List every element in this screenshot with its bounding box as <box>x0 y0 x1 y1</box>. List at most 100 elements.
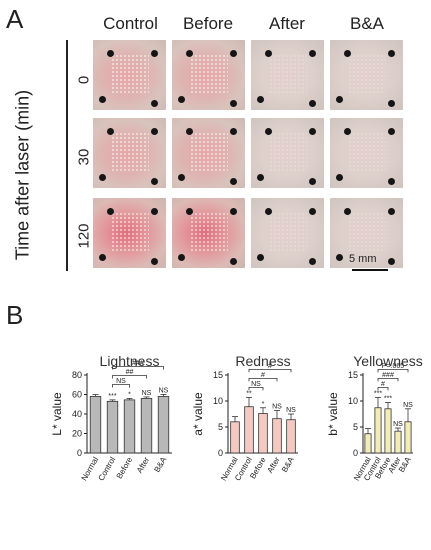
y-axis-label: a* value <box>191 392 205 436</box>
marker-dot <box>99 254 106 261</box>
marker-dot <box>186 208 193 215</box>
comparison-bracket <box>112 384 130 388</box>
significance-mark: NS <box>272 403 282 410</box>
marker-dot <box>388 100 395 107</box>
y-axis-label: L* value <box>50 392 64 436</box>
marker-dot <box>151 178 158 185</box>
comparison-bracket <box>112 375 147 379</box>
scale-bar: 5 mm <box>349 253 397 273</box>
marker-dot <box>186 50 193 57</box>
skin-photo <box>251 198 324 268</box>
x-tick-label: After <box>386 455 402 474</box>
marker-dot <box>344 128 351 135</box>
significance-mark: NS <box>159 388 169 395</box>
bar <box>286 419 296 454</box>
marker-dot <box>151 100 158 107</box>
skin-photo <box>251 40 324 110</box>
column-header-ba: B&A <box>349 14 385 33</box>
significance-mark: *** <box>108 393 116 400</box>
y-tick-label: 60 <box>72 390 82 400</box>
bar <box>230 421 240 454</box>
marker-dot <box>336 174 343 181</box>
marker-dot <box>309 50 316 57</box>
column-header-after: After <box>269 14 305 33</box>
comparison-bracket <box>112 366 164 370</box>
marker-dot <box>230 178 237 185</box>
marker-dot <box>178 96 185 103</box>
bar <box>394 430 402 454</box>
marker-dot <box>257 96 264 103</box>
comparison-bracket <box>248 368 292 373</box>
bracket-label: ### <box>132 360 144 367</box>
y-tick-label: 0 <box>77 448 82 458</box>
column-header-before: Before <box>182 14 234 33</box>
significance-mark: NS <box>142 390 152 397</box>
marker-dot <box>388 128 395 135</box>
significance-mark: *** <box>384 396 392 403</box>
marker-dot <box>265 128 272 135</box>
bar <box>106 400 119 454</box>
marker-dot <box>309 128 316 135</box>
marker-dot <box>388 50 395 57</box>
marker-dot <box>265 50 272 57</box>
row-label-120: 120 <box>75 223 93 249</box>
y-axis-title: Time after laser (min) <box>12 89 33 261</box>
significance-mark: * <box>262 401 265 408</box>
marker-dot <box>186 128 193 135</box>
bracket-label: NS <box>251 381 261 388</box>
marker-dot <box>344 208 351 215</box>
x-tick-label: B&A <box>397 455 413 474</box>
significance-mark: NS <box>393 421 403 428</box>
chart-title: Lightness <box>100 353 160 369</box>
marker-dot <box>178 174 185 181</box>
bar <box>384 408 392 454</box>
marker-dot <box>309 208 316 215</box>
bracket-label: ## <box>126 369 134 376</box>
marker-dot <box>388 178 395 185</box>
comparison-bracket <box>377 377 399 382</box>
marker-dot <box>230 208 237 215</box>
skin-photo <box>330 40 403 110</box>
marker-dot <box>344 50 351 57</box>
y-tick-label: 0 <box>218 448 223 458</box>
skin-photo <box>172 198 245 268</box>
marker-dot <box>257 174 264 181</box>
bracket-label: P=.065 <box>382 363 404 370</box>
x-tick-label: Control <box>97 455 118 482</box>
y-axis-label: b* value <box>326 392 340 436</box>
x-tick-label: Control <box>362 455 383 482</box>
marker-dot <box>107 50 114 57</box>
x-tick-label: After <box>265 455 281 474</box>
marker-dot <box>388 208 395 215</box>
y-tick-label: 10 <box>348 396 358 406</box>
y-tick-label: 5 <box>353 422 358 432</box>
marker-dot <box>230 258 237 265</box>
marker-dot <box>107 128 114 135</box>
bar <box>364 433 372 454</box>
skin-photo <box>93 118 166 188</box>
bracket-label: # <box>381 381 385 388</box>
bar <box>157 396 170 454</box>
significance-mark: ** <box>246 390 252 397</box>
significance-mark: * <box>128 391 131 398</box>
marker-dot <box>336 254 343 261</box>
chart-title: Yellowness <box>353 353 423 369</box>
bar <box>374 407 382 454</box>
x-tick-label: B&A <box>152 455 168 474</box>
skin-photo <box>172 118 245 188</box>
marker-dot <box>265 208 272 215</box>
comparison-bracket <box>248 377 278 382</box>
chart-title: Redness <box>235 353 290 369</box>
marker-dot <box>388 258 395 265</box>
marker-dot <box>309 100 316 107</box>
y-tick-label: 20 <box>72 429 82 439</box>
skin-photo <box>172 40 245 110</box>
marker-dot <box>230 50 237 57</box>
marker-dot <box>107 208 114 215</box>
bar <box>272 418 282 454</box>
skin-photo <box>251 118 324 188</box>
comparison-bracket <box>377 386 389 391</box>
significance-mark: NS <box>403 402 413 409</box>
significance-mark: *** <box>374 390 382 397</box>
y-tick-label: 40 <box>72 409 82 419</box>
